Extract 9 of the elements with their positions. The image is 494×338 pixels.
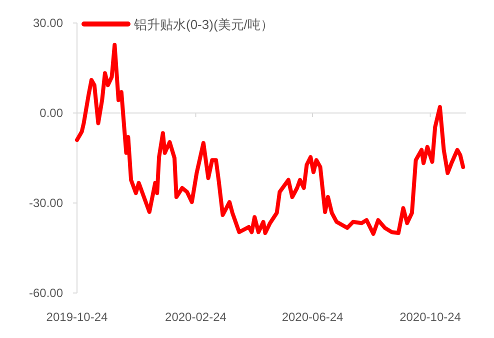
- y-tick-label: -30.00: [28, 196, 64, 210]
- legend-label: 铝升贴水(0-3)(美元/吨）: [133, 17, 274, 32]
- x-tick-label: 2019-10-24: [46, 310, 108, 324]
- y-tick-label: 0.00: [40, 106, 64, 120]
- x-tick-label: 2020-02-24: [165, 310, 227, 324]
- y-tick-label: -60.00: [28, 286, 64, 300]
- y-tick-label: 30.00: [32, 16, 64, 30]
- x-tick-label: 2020-06-24: [282, 310, 344, 324]
- x-tick-label: 2020-10-24: [400, 310, 462, 324]
